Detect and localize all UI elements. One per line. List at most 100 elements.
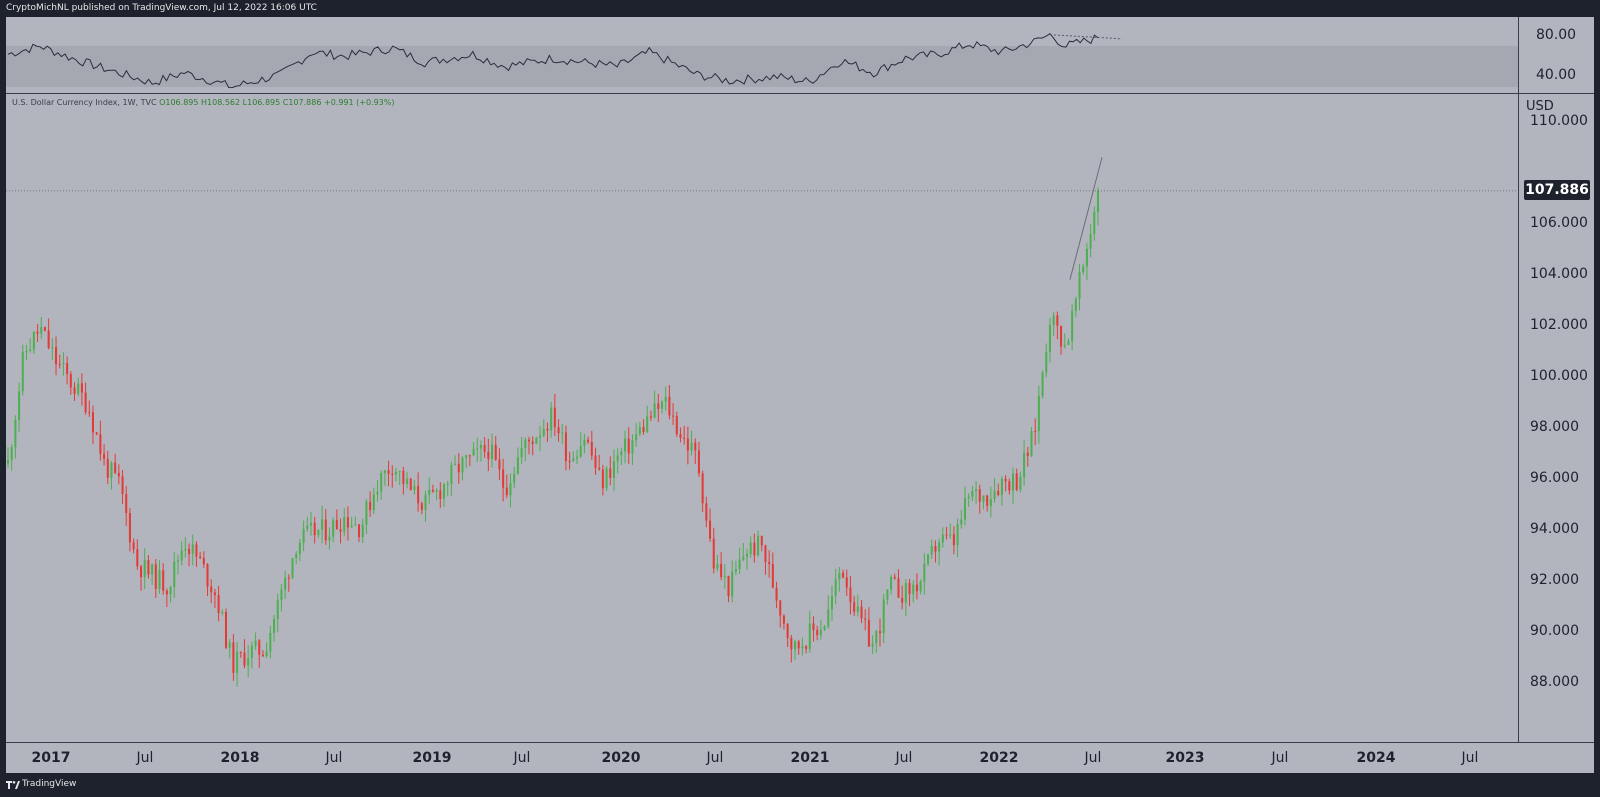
candle-body	[949, 534, 952, 536]
candle-body	[1048, 324, 1051, 352]
candle-body	[886, 589, 889, 600]
candle-body	[915, 584, 918, 592]
candle-body	[660, 401, 664, 409]
price-scale[interactable]: USD 110.000 106.000 104.000 102.000 100.…	[1518, 94, 1594, 742]
time-scale[interactable]: 2017 Jul 2018 Jul 2019 Jul 2020 Jul 2021 Jul 2022 J…	[6, 743, 1518, 773]
time-label-year: 2022	[979, 750, 1019, 766]
candle-body	[971, 490, 974, 497]
footer-brand: TradingView	[22, 779, 77, 789]
symbol-legend[interactable]: U.S. Dollar Currency Index, 1W, TVC O106…	[12, 98, 395, 107]
price-plot[interactable]	[6, 94, 1518, 742]
candle-body	[764, 545, 767, 562]
candle-body	[1041, 372, 1044, 396]
publish-info: CryptoMichNL published on TradingView.co…	[6, 3, 317, 13]
candle-body	[365, 501, 368, 525]
price-label: 96.000	[1530, 470, 1579, 486]
candle-body	[14, 419, 17, 448]
candle-body	[298, 542, 301, 555]
candle-body	[1074, 298, 1077, 311]
candle-body	[697, 450, 700, 474]
candle-body	[598, 467, 601, 470]
chart-frame[interactable]: 80.00 40.00 U.S. Dollar Currency Index, …	[6, 17, 1594, 773]
candle-body	[853, 602, 856, 612]
candle-body	[18, 391, 21, 420]
candle-body	[1034, 430, 1037, 432]
candle-body	[228, 642, 231, 648]
candle-body	[901, 597, 904, 603]
symbol-name: U.S. Dollar Currency Index, 1W, TVC	[12, 98, 157, 107]
candle-body	[147, 560, 150, 575]
candle-body	[1037, 395, 1040, 432]
time-label-year: 2021	[790, 750, 830, 766]
candle-body	[683, 437, 686, 439]
candle-body	[143, 560, 146, 578]
rsi-pane[interactable]	[6, 17, 1518, 93]
candle-body	[247, 658, 250, 666]
candle-body	[709, 520, 712, 539]
candle-body	[151, 564, 154, 575]
candle-body	[539, 435, 542, 438]
footer-bar: TradingView	[0, 773, 1600, 797]
candle-body	[878, 631, 882, 634]
candle-body	[997, 490, 1000, 495]
candle-body	[284, 577, 287, 590]
candle-body	[461, 457, 464, 473]
candle-body	[88, 412, 91, 414]
candle-body	[616, 455, 619, 462]
candle-body	[439, 490, 442, 499]
candle-body	[509, 483, 512, 496]
candle-body	[576, 456, 579, 459]
candle-body	[672, 415, 675, 417]
candle-body	[794, 641, 797, 650]
candle-body	[664, 396, 667, 402]
candle-body	[468, 455, 471, 457]
candle-body	[1082, 266, 1085, 272]
candle-body	[232, 642, 235, 673]
candle-body	[653, 403, 656, 418]
candle-body	[69, 374, 72, 388]
candle-body	[287, 577, 290, 579]
candle-body	[398, 470, 401, 472]
rsi-axis-label: 80.00	[1536, 27, 1577, 43]
candle-body	[978, 489, 981, 502]
candle-body	[535, 437, 538, 445]
candle-body	[805, 646, 808, 649]
candle-body	[169, 586, 172, 595]
candle-body	[261, 654, 264, 657]
candle-body	[250, 645, 253, 659]
candle-body	[217, 595, 220, 613]
candle-body	[1000, 478, 1003, 495]
candle-body	[546, 428, 549, 431]
rsi-plot	[7, 33, 1123, 89]
price-label: 94.000	[1530, 521, 1579, 537]
candle-body	[830, 595, 833, 610]
candle-body	[934, 546, 937, 552]
candle-body	[280, 589, 283, 601]
candle-body	[823, 626, 826, 630]
price-label: 104.000	[1530, 266, 1588, 282]
candle-body	[1071, 310, 1074, 342]
candle-body	[816, 629, 819, 636]
candle-body	[845, 577, 848, 588]
candle-body	[1015, 473, 1018, 490]
price-label: 98.000	[1530, 419, 1579, 435]
candle-body	[136, 549, 139, 567]
candle-body	[195, 544, 198, 557]
pane-separator[interactable]	[6, 93, 1594, 94]
candle-body	[516, 457, 519, 474]
candle-body	[372, 494, 375, 511]
candle-body	[1026, 452, 1029, 456]
candle-body	[771, 563, 774, 588]
candle-body	[358, 524, 361, 538]
rsi-scale[interactable]: 80.00 40.00	[1518, 17, 1594, 93]
candle-body	[128, 513, 131, 543]
candle-body	[930, 546, 933, 555]
candle-body	[594, 455, 597, 468]
candle-body	[786, 623, 789, 639]
candle-body	[420, 503, 423, 510]
ohlc-open: O106.895	[159, 98, 199, 107]
candle-body	[723, 575, 726, 578]
candle-body	[1030, 430, 1033, 456]
candle-body	[989, 499, 992, 506]
candle-body	[1019, 477, 1022, 490]
